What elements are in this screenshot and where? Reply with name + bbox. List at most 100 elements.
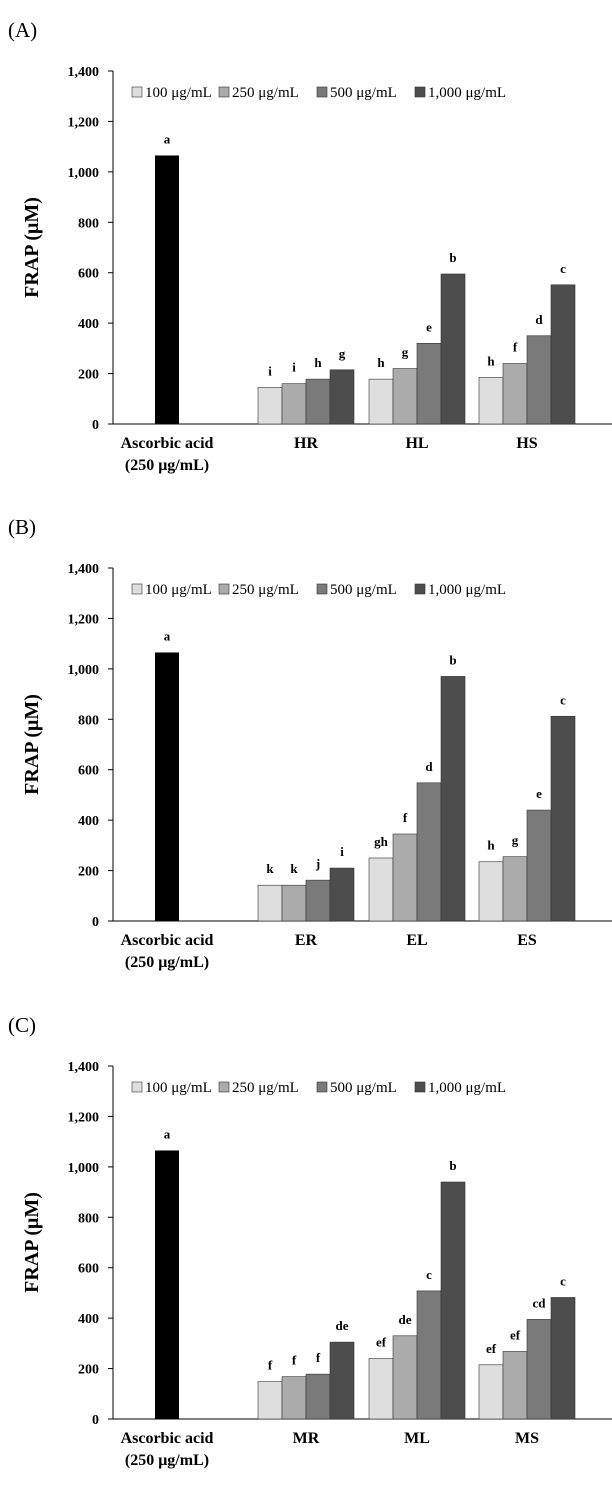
bar bbox=[550, 1297, 576, 1420]
bar-letter: e bbox=[426, 319, 432, 334]
legend-swatch bbox=[218, 1081, 230, 1093]
bar bbox=[416, 343, 442, 425]
bar-letter: a bbox=[164, 1126, 171, 1141]
bar-letter: d bbox=[425, 759, 433, 774]
legend-label: 100 μg/mL bbox=[145, 85, 212, 101]
panel-c: (C) FRAP (μM) 0 200 400 600 800 1,000 1,200 1,40… bbox=[0, 1013, 612, 1483]
y-axis-label: FRAP (μM) bbox=[21, 694, 43, 795]
bar bbox=[257, 884, 283, 922]
bar bbox=[502, 856, 528, 922]
bar-letter: h bbox=[487, 838, 495, 853]
bar bbox=[526, 809, 552, 922]
y-tick-label: 1,000 bbox=[68, 663, 100, 678]
panel-label: (A) bbox=[8, 18, 38, 42]
bar bbox=[392, 368, 418, 425]
bar bbox=[281, 383, 307, 425]
bar-letter: f bbox=[292, 1353, 297, 1368]
panel-b: (B) FRAP (μM) 0 200 400 600 800 1,000 1,200 1,40… bbox=[0, 515, 612, 985]
bar-letter: a bbox=[164, 628, 171, 643]
legend-swatch bbox=[414, 1081, 426, 1093]
legend-swatch bbox=[414, 583, 426, 595]
y-tick-label: 400 bbox=[78, 1312, 99, 1327]
y-tick-label: 0 bbox=[92, 1413, 99, 1428]
bar-letter: c bbox=[426, 1267, 432, 1282]
bar bbox=[305, 378, 331, 425]
y-tick-label: 600 bbox=[78, 267, 99, 282]
bar-letter: f bbox=[316, 1350, 321, 1365]
legend-swatch bbox=[131, 583, 143, 595]
legend-label: 1,000 μg/mL bbox=[428, 582, 506, 598]
bar-letter: i bbox=[340, 844, 344, 859]
y-tick-label: 200 bbox=[78, 368, 99, 383]
bar bbox=[416, 782, 442, 922]
bar bbox=[329, 1341, 355, 1420]
x-category-label: MR bbox=[293, 1430, 320, 1447]
y-tick-label: 1,400 bbox=[68, 65, 100, 80]
bar-letter: c bbox=[560, 692, 566, 707]
bar bbox=[281, 884, 307, 922]
y-tick-label: 600 bbox=[78, 764, 99, 779]
bar-letter: k bbox=[266, 861, 274, 876]
bar-letter: a bbox=[164, 131, 171, 146]
x-category-label: Ascorbic acid bbox=[121, 435, 214, 452]
bar bbox=[502, 363, 528, 425]
frap-chart: FRAP (μM) 0 200 400 600 800 1,000 1,200 1,400 a As… bbox=[21, 1060, 612, 1469]
bar bbox=[502, 1351, 528, 1420]
y-tick-label: 1,200 bbox=[68, 1110, 100, 1125]
bar-letter: ef bbox=[376, 1334, 387, 1349]
bar bbox=[526, 1319, 552, 1420]
y-tick-label: 200 bbox=[78, 865, 99, 880]
bar-letter: gh bbox=[374, 834, 389, 849]
bar bbox=[526, 335, 552, 425]
y-axis-label: FRAP (μM) bbox=[21, 1192, 43, 1293]
bar bbox=[440, 676, 466, 922]
bar-letter: b bbox=[449, 1158, 456, 1173]
bar bbox=[392, 1335, 418, 1420]
legend-label: 1,000 μg/mL bbox=[428, 1080, 506, 1096]
legend-swatch bbox=[316, 86, 328, 98]
bar-letter: cd bbox=[533, 1295, 547, 1310]
bar-letter: j bbox=[315, 856, 320, 871]
bar-letter: i bbox=[268, 363, 272, 378]
frap-chart: FRAP (μM) 0 200 400 600 800 1,000 1,200 1,400 a As… bbox=[21, 562, 612, 971]
frap-chart: FRAP (μM) 0 200 400 600 800 1,000 1,200 1,400 a As… bbox=[21, 65, 612, 474]
bar bbox=[305, 879, 331, 922]
bar bbox=[550, 284, 576, 425]
x-category-label: Ascorbic acid bbox=[121, 932, 214, 949]
bar bbox=[478, 861, 504, 922]
bar bbox=[392, 833, 418, 922]
y-tick-label: 800 bbox=[78, 713, 99, 728]
bar-letter: d bbox=[535, 312, 543, 327]
bar-letter: f bbox=[513, 339, 518, 354]
y-tick-label: 1,000 bbox=[68, 166, 100, 181]
bar bbox=[478, 377, 504, 425]
y-tick-label: 600 bbox=[78, 1262, 99, 1277]
bar bbox=[257, 1381, 283, 1420]
legend-label: 250 μg/mL bbox=[232, 85, 299, 101]
legend-label: 500 μg/mL bbox=[330, 582, 397, 598]
y-tick-label: 1,400 bbox=[68, 562, 100, 577]
x-category-label: HS bbox=[516, 435, 537, 452]
x-category-label: ML bbox=[404, 1430, 430, 1447]
x-category-label: HR bbox=[294, 435, 318, 452]
bar-letter: h bbox=[377, 355, 385, 370]
bar bbox=[440, 1181, 466, 1420]
bar bbox=[305, 1373, 331, 1420]
bar-letter: f bbox=[268, 1358, 273, 1373]
x-category-label: ER bbox=[295, 932, 318, 949]
legend-swatch bbox=[131, 86, 143, 98]
x-category-label: (250 μg/mL) bbox=[125, 457, 209, 474]
bar-letter: c bbox=[560, 261, 566, 276]
bar bbox=[550, 715, 576, 922]
x-category-label: HL bbox=[405, 435, 428, 452]
legend-label: 250 μg/mL bbox=[232, 1080, 299, 1096]
bar-control bbox=[155, 1150, 179, 1419]
legend-swatch bbox=[316, 583, 328, 595]
y-tick-label: 1,200 bbox=[68, 612, 100, 627]
bar bbox=[329, 867, 355, 922]
panel-a: (A) FRAP (μM) 0 200 400 600 800 1,000 1,200 1,40… bbox=[0, 18, 612, 488]
bar-letter: g bbox=[339, 346, 346, 361]
bar-letter: ef bbox=[510, 1327, 521, 1342]
bar bbox=[257, 387, 283, 425]
legend-label: 1,000 μg/mL bbox=[428, 85, 506, 101]
